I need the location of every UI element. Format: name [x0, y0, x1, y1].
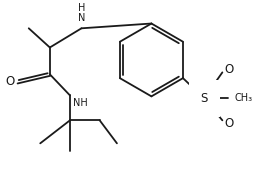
Text: CH₃: CH₃	[235, 93, 253, 103]
Text: H
N: H N	[78, 3, 85, 23]
Text: O: O	[225, 63, 234, 76]
Text: NH: NH	[73, 98, 88, 108]
Text: O: O	[5, 76, 14, 88]
Text: S: S	[200, 92, 208, 105]
Text: O: O	[225, 117, 234, 130]
